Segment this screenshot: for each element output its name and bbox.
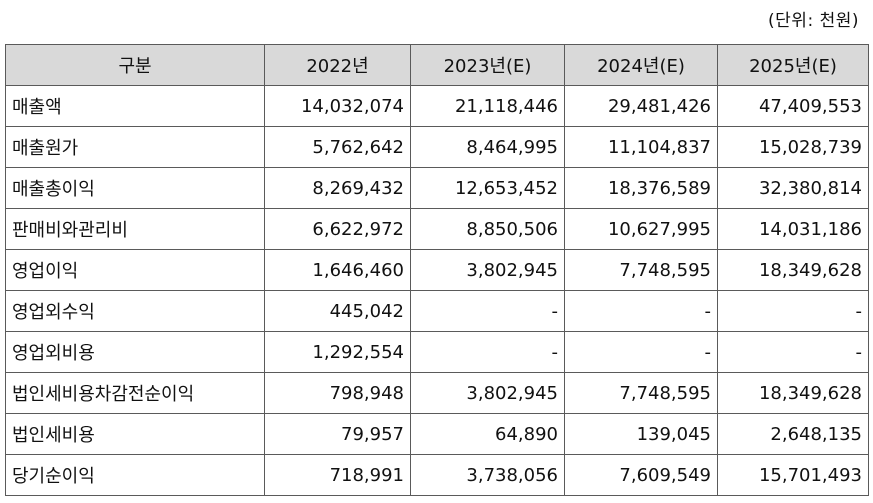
row-value: 7,748,595	[564, 249, 718, 291]
row-value: 7,609,549	[564, 454, 718, 496]
row-label: 판매비와관리비	[5, 208, 265, 250]
row-value: -	[410, 331, 565, 373]
row-value: 11,104,837	[564, 126, 718, 168]
table-row: 매출액 14,032,074 21,118,446 29,481,426 47,409,…	[5, 85, 869, 127]
financial-table: 구분 2022년 2023년(E) 2024년(E) 2025년(E) 매출액 1…	[5, 44, 869, 496]
table-header: 구분 2022년 2023년(E) 2024년(E) 2025년(E)	[5, 44, 869, 86]
row-value: 14,032,074	[264, 85, 411, 127]
unit-note: (단위: 천원)	[768, 11, 859, 31]
row-label: 매출총이익	[5, 167, 265, 209]
row-value: 15,701,493	[717, 454, 869, 496]
row-label: 법인세비용차감전순이익	[5, 372, 265, 414]
row-value: 18,376,589	[564, 167, 718, 209]
header-col-2022: 2022년	[264, 44, 411, 86]
row-value: 2,648,135	[717, 413, 869, 455]
row-value: -	[410, 290, 565, 332]
row-label: 매출액	[5, 85, 265, 127]
row-label: 영업외비용	[5, 331, 265, 373]
row-label: 법인세비용	[5, 413, 265, 455]
table-row: 영업외비용 1,292,554- - -	[5, 331, 869, 373]
row-value: 718,991	[264, 454, 411, 496]
row-value: 3,738,056	[410, 454, 565, 496]
row-value: 3,802,945	[410, 372, 565, 414]
row-label: 매출원가	[5, 126, 265, 168]
table-row: 법인세비용차감전순이익 798,948 3,802,945 7,748,595 18,3…	[5, 372, 869, 414]
row-value: 18,349,628	[717, 372, 869, 414]
row-value: 79,957	[264, 413, 411, 455]
row-label: 영업외수익	[5, 290, 265, 332]
row-value: 8,850,506	[410, 208, 565, 250]
row-value: 798,948	[264, 372, 411, 414]
row-value: 3,802,945	[410, 249, 565, 291]
row-value: -	[564, 290, 718, 332]
row-value: 1,646,460	[264, 249, 411, 291]
table-body: 매출액 14,032,074 21,118,446 29,481,426 47,409,…	[5, 85, 869, 496]
row-value: 21,118,446	[410, 85, 565, 127]
row-value: 32,380,814	[717, 167, 869, 209]
row-value: 47,409,553	[717, 85, 869, 127]
row-value: 14,031,186	[717, 208, 869, 250]
header-row: 구분 2022년 2023년(E) 2024년(E) 2025년(E)	[5, 44, 869, 86]
table-row: 영업외수익 445,042- - -	[5, 290, 869, 332]
row-value: 12,653,452	[410, 167, 565, 209]
table-row: 영업이익 1,646,460 3,802,945 7,748,595 18,349,62…	[5, 249, 869, 291]
row-value: 18,349,628	[717, 249, 869, 291]
row-value: 7,748,595	[564, 372, 718, 414]
table-row: 당기순이익 718,991 3,738,056 7,609,549 15,701,493	[5, 454, 869, 496]
row-value: 5,762,642	[264, 126, 411, 168]
row-value: 8,269,432	[264, 167, 411, 209]
header-col-2025: 2025년(E)	[717, 44, 869, 86]
row-value: 8,464,995	[410, 126, 565, 168]
row-value: 64,890	[410, 413, 565, 455]
row-value: 15,028,739	[717, 126, 869, 168]
row-label: 당기순이익	[5, 454, 265, 496]
header-col-2023: 2023년(E)	[410, 44, 565, 86]
row-value: -	[564, 331, 718, 373]
row-value: -	[717, 290, 869, 332]
row-value: 139,045	[564, 413, 718, 455]
row-value: -	[717, 331, 869, 373]
table-row: 매출원가 5,762,642 8,464,995 11,104,837 15,028,7…	[5, 126, 869, 168]
row-value: 1,292,554	[264, 331, 411, 373]
row-label: 영업이익	[5, 249, 265, 291]
table-row: 판매비와관리비 6,622,972 8,850,506 10,627,995 14,03…	[5, 208, 869, 250]
row-value: 10,627,995	[564, 208, 718, 250]
header-category: 구분	[5, 44, 265, 86]
table-row: 법인세비용 79,957 64,890 139,045 2,648,135	[5, 413, 869, 455]
row-value: 6,622,972	[264, 208, 411, 250]
row-value: 29,481,426	[564, 85, 718, 127]
table-row: 매출총이익 8,269,432 12,653,452 18,376,589 32,380…	[5, 167, 869, 209]
header-col-2024: 2024년(E)	[564, 44, 718, 86]
row-value: 445,042	[264, 290, 411, 332]
